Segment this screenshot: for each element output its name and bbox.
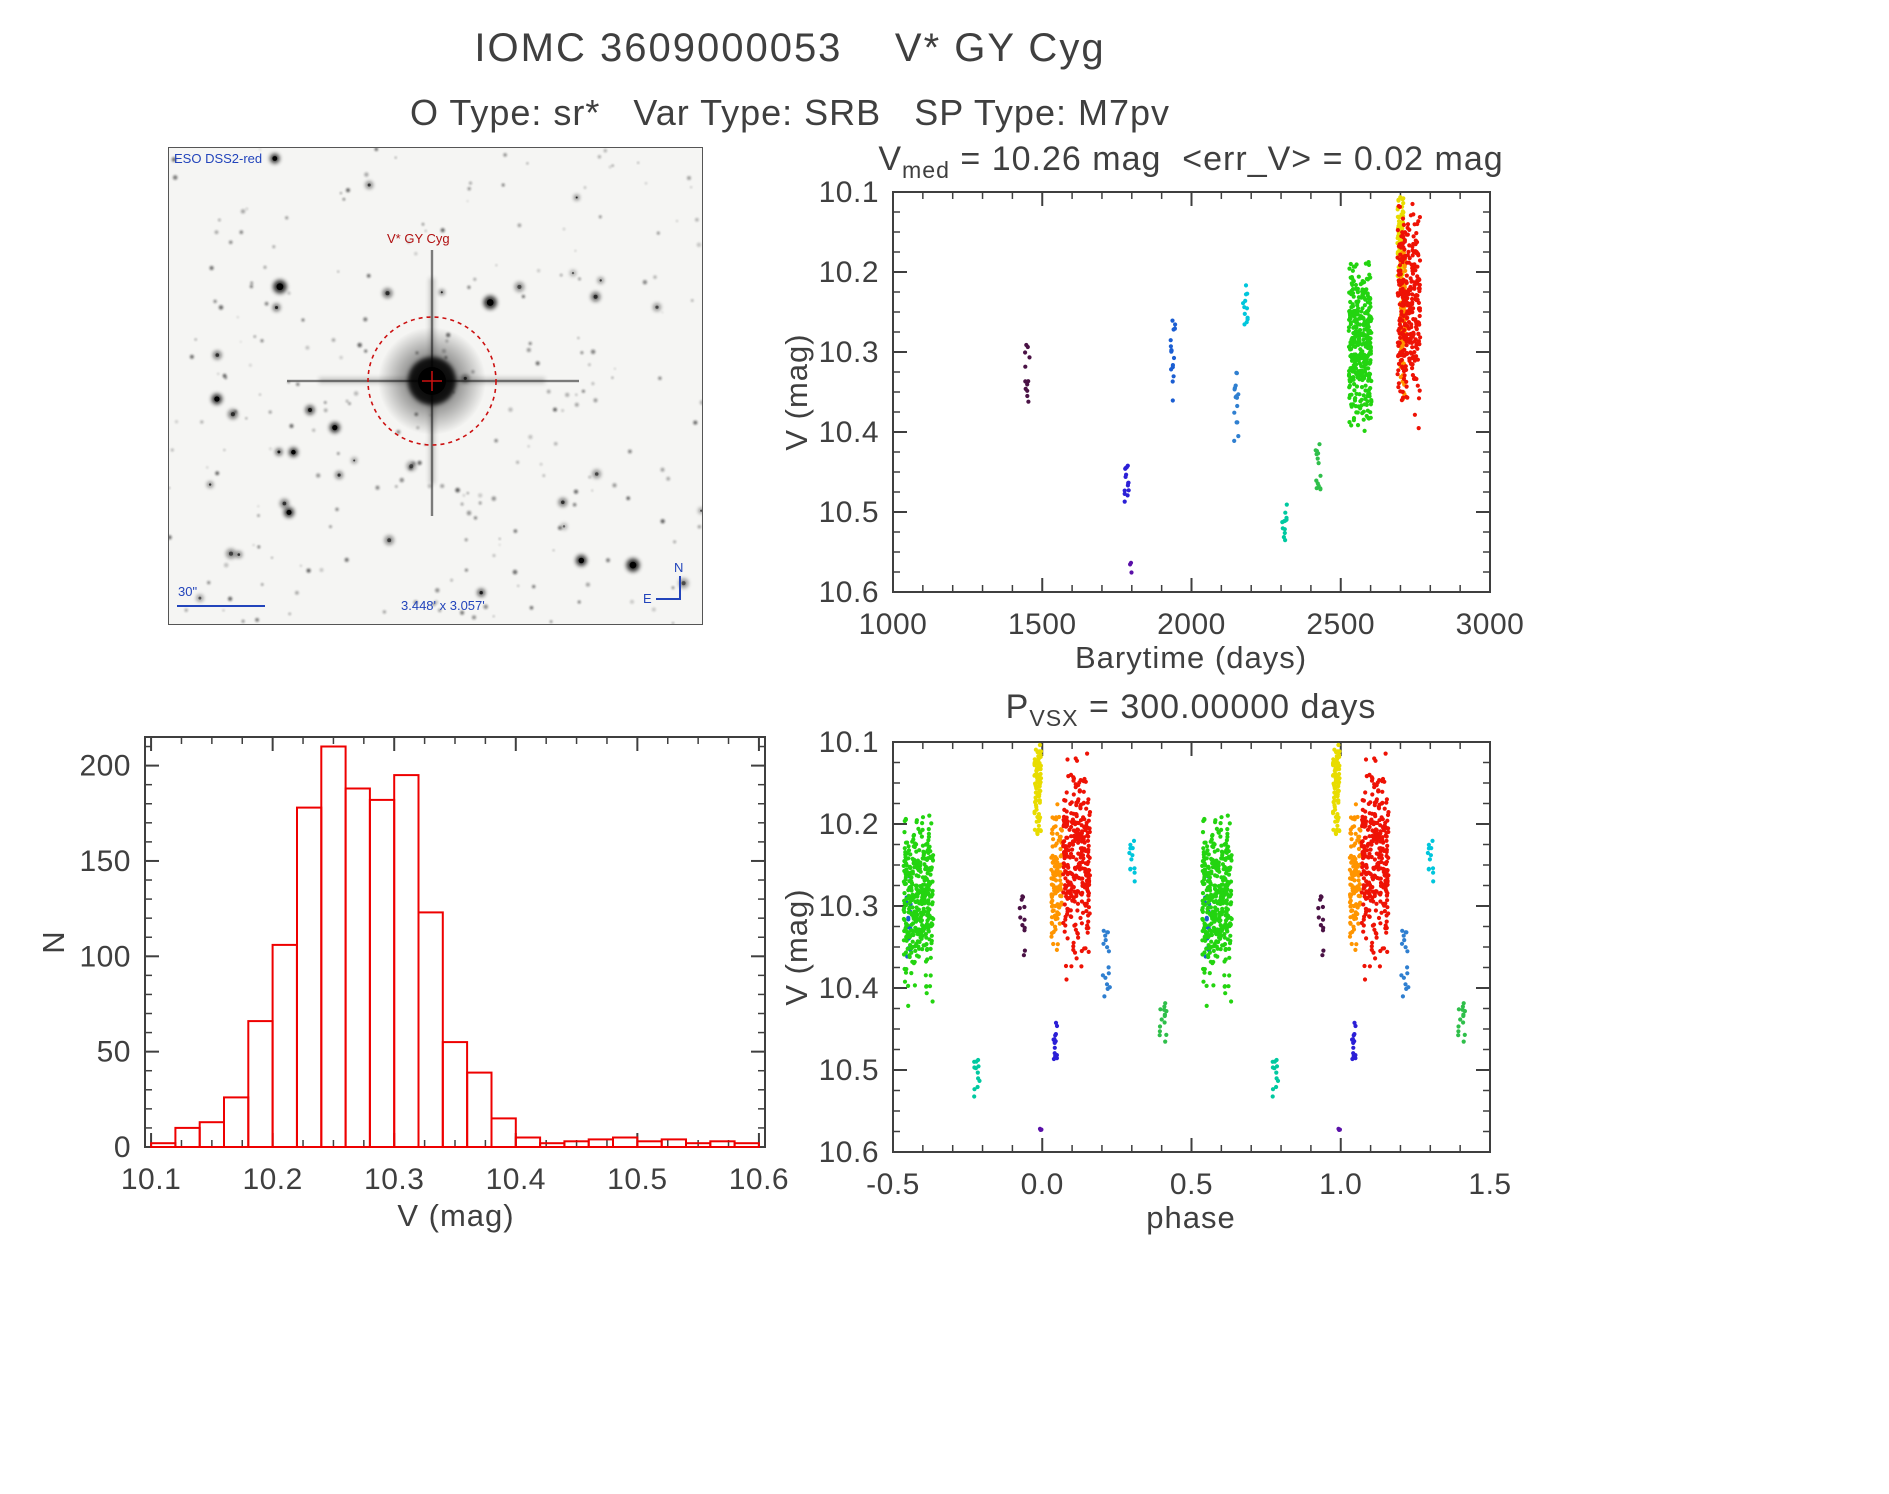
svg-text:10.5: 10.5: [819, 1054, 879, 1087]
phase-title-rest: = 300.00000 days: [1078, 688, 1377, 726]
page-title: IOMC 3609000053 V* GY Cyg: [474, 26, 1106, 70]
phase-title-prefix: P: [1005, 688, 1030, 726]
svg-text:100: 100: [79, 940, 131, 973]
lightcurve-title: Vmed = 10.26 mag <err_V> = 0.02 mag: [791, 140, 1591, 184]
scale-label: 30": [178, 584, 198, 599]
scale-bar: [177, 605, 265, 607]
lightcurve-xaxis-label: Barytime (days): [1074, 640, 1308, 675]
svg-text:1.0: 1.0: [1319, 1168, 1362, 1201]
svg-text:0: 0: [114, 1131, 131, 1164]
svg-text:3000: 3000: [1456, 608, 1525, 641]
svg-text:200: 200: [79, 750, 131, 783]
svg-text:2000: 2000: [1157, 608, 1226, 641]
svg-text:10.4: 10.4: [486, 1163, 546, 1196]
svg-text:10.4: 10.4: [819, 416, 879, 449]
compass-north-line: [679, 576, 681, 600]
svg-text:10.4: 10.4: [819, 972, 879, 1005]
svg-text:10.5: 10.5: [607, 1163, 667, 1196]
phase-plot-title: PVSX = 300.00000 days: [791, 688, 1591, 732]
svg-text:10.3: 10.3: [819, 890, 879, 923]
svg-text:10.1: 10.1: [121, 1163, 181, 1196]
svg-text:10.3: 10.3: [819, 336, 879, 369]
lc-title-rest: = 10.26 mag <err_V> = 0.02 mag: [949, 140, 1504, 178]
dss2-image: [169, 148, 702, 624]
phase-points: [901, 742, 1467, 1132]
svg-text:1.5: 1.5: [1468, 1168, 1511, 1201]
compass-north-label: N: [674, 560, 684, 575]
lc-title-prefix: V: [878, 140, 903, 178]
svg-text:10.1: 10.1: [819, 176, 879, 209]
phase-xaxis-label: phase: [1146, 1200, 1236, 1235]
svg-text:1000: 1000: [859, 608, 928, 641]
svg-text:10.6: 10.6: [819, 1136, 879, 1169]
compass-east-line: [656, 598, 681, 600]
svg-text:0.5: 0.5: [1170, 1168, 1213, 1201]
phase-title-subscript: VSX: [1029, 704, 1079, 731]
background-stars: [169, 148, 702, 624]
svg-text:-0.5: -0.5: [866, 1168, 920, 1201]
svg-text:10.5: 10.5: [819, 496, 879, 529]
histogram-xaxis-label: V (mag): [397, 1198, 515, 1233]
phase-yaxis-label: V (mag): [779, 888, 814, 1006]
svg-text:1500: 1500: [1008, 608, 1077, 641]
svg-text:10.6: 10.6: [819, 576, 879, 609]
page-subtitle: O Type: sr* Var Type: SRB SP Type: M7pv: [410, 92, 1170, 133]
svg-text:50: 50: [97, 1036, 131, 1069]
lc-title-subscript: med: [902, 156, 950, 183]
svg-text:10.1: 10.1: [819, 726, 879, 759]
svg-text:10.2: 10.2: [819, 808, 879, 841]
svg-text:150: 150: [79, 845, 131, 878]
svg-text:10.2: 10.2: [819, 256, 879, 289]
svg-text:10.6: 10.6: [729, 1163, 789, 1196]
svg-text:10.2: 10.2: [242, 1163, 302, 1196]
target-label: V* GY Cyg: [387, 231, 450, 246]
dss2-finder-chart: ESO DSS2-red V* GY Cyg 30" 3.448' x 3.05…: [168, 147, 703, 625]
svg-text:10.3: 10.3: [364, 1163, 424, 1196]
svg-text:2500: 2500: [1306, 608, 1375, 641]
lightcurve-points: [1023, 195, 1423, 575]
compass-east-label: E: [643, 591, 652, 606]
svg-text:0.0: 0.0: [1021, 1168, 1064, 1201]
fov-label: 3.448' x 3.057': [401, 598, 485, 613]
target-aperture-circle: [367, 316, 497, 446]
survey-label: ESO DSS2-red: [174, 151, 263, 166]
histogram-bars: [150, 745, 760, 1149]
